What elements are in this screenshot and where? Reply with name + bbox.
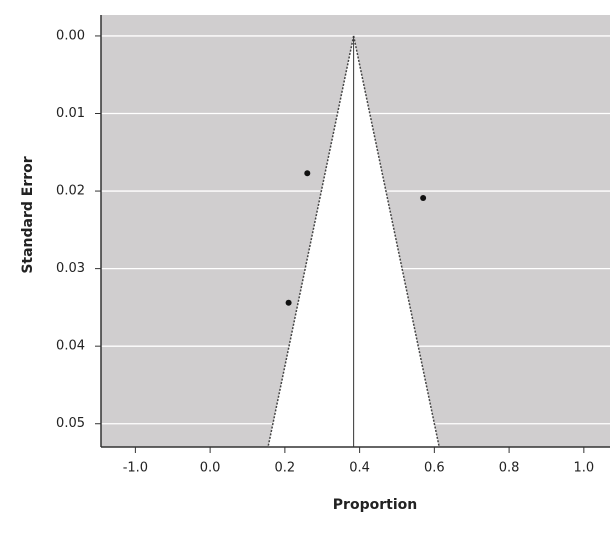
y-tick-label: 0.00 (56, 28, 85, 43)
y-axis-label: Standard Error (20, 156, 36, 273)
x-tick-label: 0.8 (499, 461, 520, 476)
x-tick-label: 1.0 (573, 461, 594, 476)
study-point (285, 299, 292, 306)
y-tick-label: 0.05 (56, 416, 85, 431)
study-point (304, 170, 311, 177)
y-tick-label: 0.04 (56, 339, 85, 354)
x-tick-label: 0.6 (424, 461, 445, 476)
x-tick-label: 0.4 (349, 461, 370, 476)
y-tick-label: 0.02 (56, 184, 85, 199)
x-tick-label: 0.2 (275, 461, 296, 476)
y-tick-label: 0.03 (56, 261, 85, 276)
x-tick-label: 0.0 (200, 461, 221, 476)
x-tick-label: -1.0 (123, 461, 148, 476)
y-tick-label: 0.01 (56, 106, 85, 121)
x-axis-label: Proportion (333, 497, 417, 513)
study-point (420, 195, 427, 202)
